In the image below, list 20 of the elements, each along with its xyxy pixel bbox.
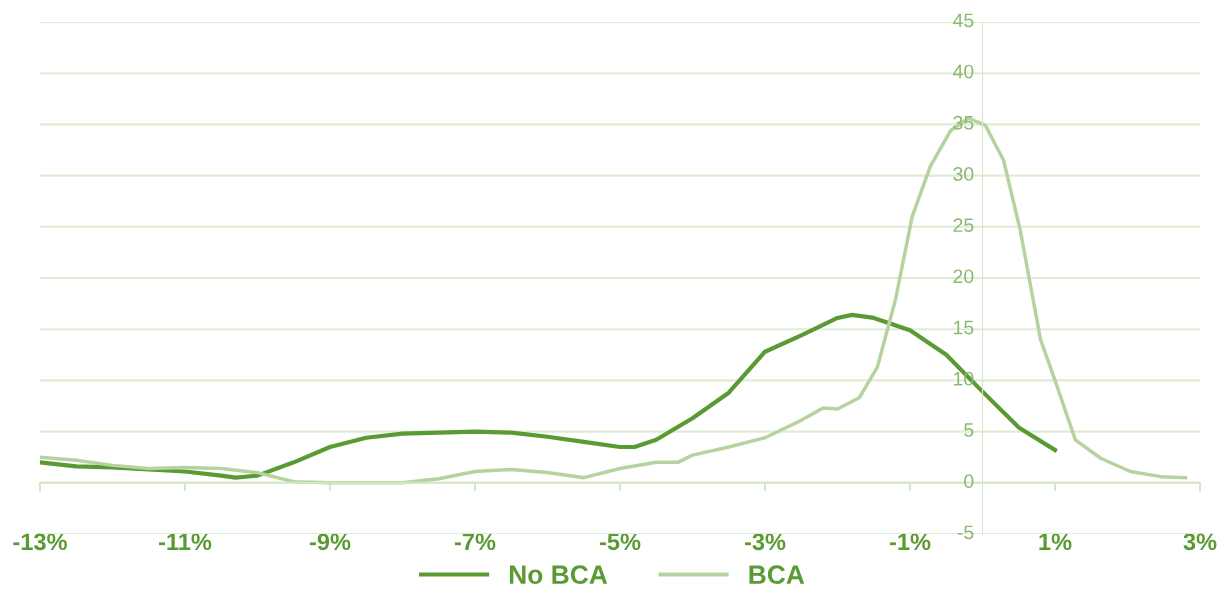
x-tick-label: -7% [454, 533, 496, 551]
x-tick-label: -9% [309, 533, 351, 551]
y-tick-label: 5 [964, 423, 974, 437]
y-tick-label: 20 [953, 269, 974, 284]
y-tick-label: 25 [953, 218, 974, 233]
y-tick-label: 40 [952, 64, 974, 79]
x-tick-label: -11% [159, 533, 212, 551]
x-tick-label: -5% [599, 533, 641, 551]
legend-label: No BCA [509, 565, 608, 585]
y-tick-label: 15 [954, 320, 974, 335]
y-tick-label: -5 [957, 525, 974, 540]
legend-label: BCA [749, 565, 805, 585]
y-tick-label: 0 [964, 474, 974, 489]
x-tick-label: -1% [889, 533, 931, 551]
y-tick-label: 30 [953, 167, 974, 181]
x-tick-label: 1% [1039, 533, 1072, 551]
y-tick-label: 45 [952, 13, 974, 28]
x-tick-label: -3% [744, 533, 786, 551]
x-tick-label: -13% [13, 533, 67, 551]
x-tick-label: 3% [1183, 533, 1217, 551]
